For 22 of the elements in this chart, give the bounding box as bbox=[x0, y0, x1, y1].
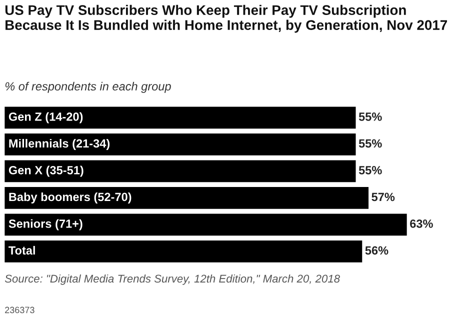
chart-subtitle: % of respondents in each group bbox=[5, 82, 171, 93]
chart-title: US Pay TV Subscribers Who Keep Their Pay TV Subscription Because It Is Bundled with Home Internet, by Generation, Nov 2017 bbox=[5, 4, 447, 33]
source-note: Source: "Digital Media Trends Survey, 12th Edition," March 20, 2018 bbox=[4, 274, 340, 285]
y-tick-label: Baby boomers (52-70) bbox=[9, 192, 132, 204]
y-tick-label: Gen Z (14-20) bbox=[8, 112, 83, 124]
bar bbox=[4, 214, 407, 236]
bar bbox=[4, 160, 356, 182]
data-label: 55% bbox=[358, 112, 382, 121]
data-label: 63% bbox=[410, 220, 433, 228]
data-label: 56% bbox=[365, 246, 388, 255]
y-tick-label: Millennials (21-34) bbox=[9, 138, 110, 150]
data-label: 55% bbox=[358, 166, 382, 174]
bar bbox=[4, 240, 362, 262]
data-label: 55% bbox=[358, 139, 382, 148]
bar bbox=[4, 106, 356, 129]
y-tick-label: Gen X (35-51) bbox=[8, 166, 84, 177]
text: 236373 bbox=[5, 306, 34, 314]
bar bbox=[4, 186, 369, 209]
y-tick-label: Total bbox=[8, 246, 35, 255]
bar bbox=[4, 133, 356, 156]
data-label: 57% bbox=[372, 192, 395, 202]
y-tick-label: Seniors (71+) bbox=[8, 219, 82, 230]
